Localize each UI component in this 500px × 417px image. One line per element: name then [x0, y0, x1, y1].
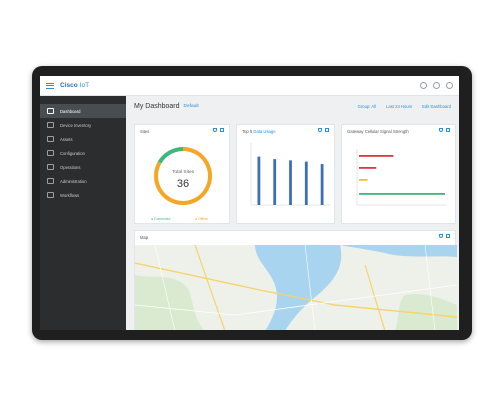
signal-bar-3 [359, 179, 368, 181]
widget-title-prefix: Top 5 [242, 129, 253, 134]
signal-strength-widget: Gateway Cellular Signal Strength [341, 124, 456, 224]
signal-bar-2 [359, 167, 377, 169]
donut-center-value: 36 [176, 178, 190, 190]
widget-title: Gateway Cellular Signal Strength [347, 129, 409, 134]
map-road [154, 245, 436, 330]
sidebar-item-assets[interactable]: Assets [40, 132, 126, 146]
sidebar-item-label: Dashboard [60, 108, 81, 114]
dashboard-icon [47, 108, 54, 114]
configuration-icon [47, 150, 54, 156]
signal-bar-1 [359, 155, 394, 157]
widget-title: Top 5 Data Usage [242, 129, 276, 134]
sidebar-item-configuration[interactable]: Configuration [40, 146, 126, 160]
sidebar-item-label: Configuration [60, 150, 85, 156]
filter-icon[interactable] [439, 128, 443, 132]
app-screen: Cisco IoT Dashboard Device Inventory Asse… [40, 76, 459, 330]
notifications-icon[interactable] [420, 82, 427, 89]
widget-tools [318, 128, 329, 132]
widget-title: Map [140, 235, 149, 240]
bar-1 [257, 156, 261, 205]
header-icons [420, 82, 453, 89]
legend-connected-label: Connected [154, 217, 171, 221]
map-highway [364, 264, 386, 330]
sites-widget: Sites Total Sites 36 ● Connected ● Offli… [134, 124, 230, 224]
filter-icon[interactable] [213, 128, 217, 132]
expand-icon[interactable] [446, 234, 450, 238]
sidebar-item-operations[interactable]: Operations [40, 160, 126, 174]
widget-tools [439, 234, 450, 238]
widget-title: Sites [140, 129, 150, 134]
donut-slice-connected [157, 147, 184, 164]
sidebar-item-label: Operations [60, 164, 81, 170]
map-view[interactable] [135, 245, 457, 330]
signal-bar-4 [359, 193, 445, 195]
filter-icon[interactable] [318, 128, 322, 132]
widget-tools [439, 128, 450, 132]
brand-product: IoT [79, 82, 90, 89]
operations-icon [47, 164, 54, 170]
sidebar-item-label: Workflows [60, 192, 80, 198]
hamburger-menu-icon[interactable] [46, 82, 54, 89]
sites-donut-chart [154, 147, 212, 205]
main-content: My Dashboard Default Group: All Last 24 … [126, 96, 459, 330]
brand-name: Cisco [60, 82, 78, 89]
sidebar-item-administration[interactable]: Administration [40, 174, 126, 188]
donut-center-label: Total Sites [171, 170, 195, 175]
widget-tools [213, 128, 224, 132]
sidebar-item-label: Administration [60, 178, 87, 184]
map-bay-north [340, 245, 457, 257]
dashboard-titlebar: My Dashboard Default Group: All Last 24 … [126, 96, 459, 116]
brand-logo: Cisco IoT [60, 82, 89, 89]
legend-connected: ● Connected [151, 217, 171, 221]
signal-strength-chart [356, 149, 447, 206]
time-range-filter[interactable]: Last 24 Hours [386, 103, 413, 109]
data-usage-widget: Top 5 Data Usage [236, 124, 335, 224]
app-header: Cisco IoT [40, 76, 459, 96]
edit-dashboard-button[interactable]: Edit Dashboard [422, 103, 451, 109]
map-park-east [395, 294, 457, 330]
workflows-icon [47, 192, 54, 198]
widget-title-link[interactable]: Data Usage [253, 129, 276, 134]
bar-3 [289, 160, 292, 205]
map-bay-water [255, 245, 342, 330]
sidebar-item-label: Device Inventory [60, 122, 92, 128]
user-icon[interactable] [446, 82, 453, 89]
assets-icon [47, 136, 54, 142]
dashboard-controls: Group: All Last 24 Hours Edit Dashboard [358, 104, 451, 109]
delete-icon[interactable] [325, 128, 329, 132]
delete-icon[interactable] [446, 128, 450, 132]
sidebar: Dashboard Device Inventory Assets Config… [40, 96, 126, 330]
map-highway [194, 245, 226, 330]
map-road [135, 284, 457, 316]
page-title: My Dashboard [134, 102, 180, 110]
sidebar-item-workflows[interactable]: Workflows [40, 188, 126, 202]
sidebar-item-dashboard[interactable]: Dashboard [40, 104, 126, 118]
device-icon [47, 122, 54, 128]
bar-4 [304, 161, 308, 205]
legend-offline: ● Offline [195, 217, 208, 221]
data-usage-bar-chart [250, 143, 330, 206]
group-filter[interactable]: Group: All [357, 103, 377, 109]
filter-icon[interactable] [439, 234, 443, 238]
bar-2 [273, 159, 277, 205]
help-icon[interactable] [433, 82, 440, 89]
map-park [135, 275, 205, 330]
dashboard-selector[interactable]: Default [183, 103, 199, 109]
delete-icon[interactable] [220, 128, 224, 132]
sidebar-item-device-inventory[interactable]: Device Inventory [40, 118, 126, 132]
donut-slice-offline [154, 147, 212, 205]
legend-offline-label: Offline [198, 217, 208, 221]
map-highway [135, 262, 457, 318]
sidebar-item-label: Assets [60, 136, 73, 142]
bar-5 [320, 164, 324, 205]
map-widget: Map [134, 230, 457, 330]
administration-icon [47, 178, 54, 184]
